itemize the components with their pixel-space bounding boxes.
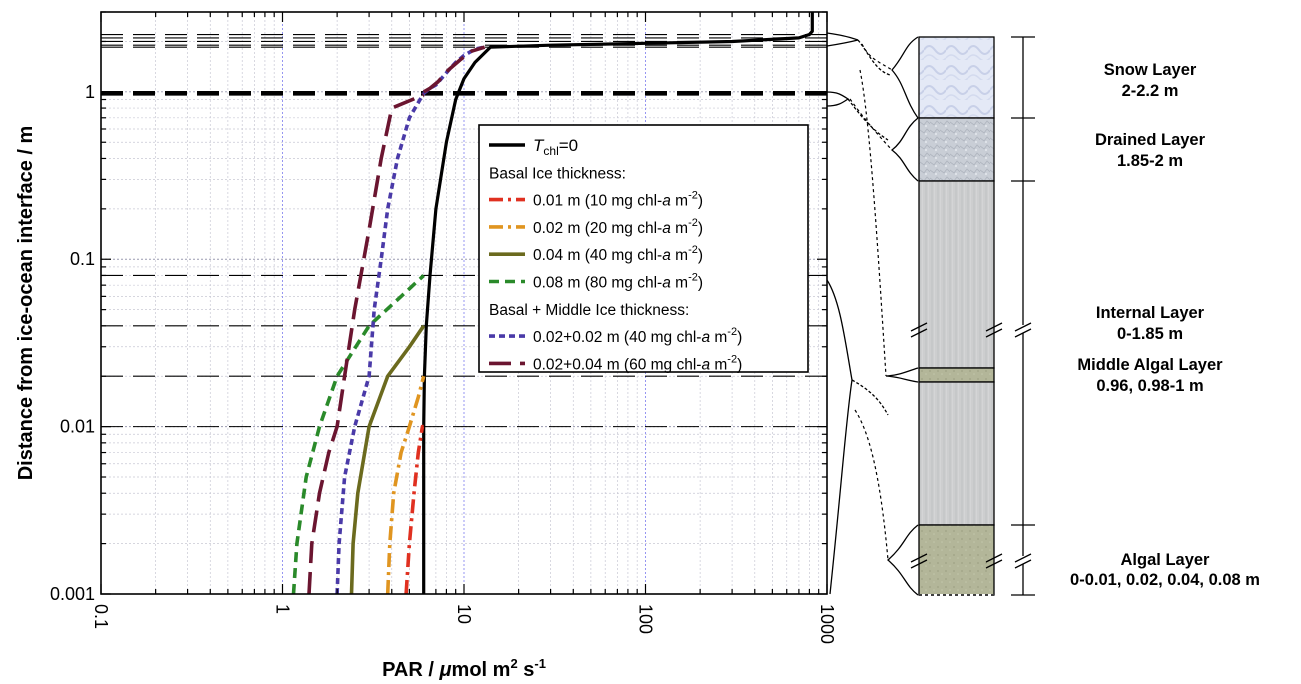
connector-dotted — [861, 43, 893, 71]
break-mark — [1014, 553, 1032, 563]
legend-box — [478, 124, 809, 373]
break-mark — [985, 328, 1003, 338]
internal-layer-range: 0-1.85 m — [1117, 325, 1183, 343]
series-line-1 — [404, 424, 425, 594]
layer-interface-lines — [101, 33, 827, 428]
ice-column-diagram — [910, 36, 1003, 596]
legend-label-2: 0.02 m (20 mg chl-a m-2) — [533, 217, 703, 237]
x-tick-label: 1000 — [817, 604, 837, 644]
y-tick-label: 0.001 — [50, 584, 95, 604]
connector-curve — [847, 98, 889, 141]
connector-dotted — [849, 98, 893, 151]
x-tick-label: 0.1 — [91, 604, 111, 629]
break-mark — [910, 553, 928, 563]
layer-brace — [890, 117, 919, 182]
x-tick-label: 1 — [273, 604, 293, 614]
drained-layer-range: 1.85-2 m — [1117, 152, 1183, 170]
connector-curve — [857, 39, 891, 76]
internal-layer-block-upper — [918, 180, 995, 369]
break-mark — [1014, 559, 1032, 569]
legend-label-1: 0.01 m (10 mg chl-a m-2) — [533, 190, 703, 210]
x-tick-label: 10 — [454, 604, 474, 624]
algal-layer-block — [918, 524, 995, 596]
scale-bar-gap — [1015, 556, 1031, 564]
ice-column-scale-bar — [1011, 36, 1035, 596]
connector-dotted — [854, 409, 889, 561]
legend: Tchl=0 Basal Ice thickness: 0.01 m (10 mg … — [478, 124, 809, 373]
drained-layer-name: Drained Layer — [1095, 131, 1206, 149]
connector-dotted — [859, 69, 887, 377]
series-line-4 — [291, 274, 425, 594]
connector-curve — [826, 279, 853, 595]
legend-label-5: 0.02+0.02 m (40 mg chl-a m-2) — [533, 326, 742, 346]
middle-layer-name: Middle Algal Layer — [1077, 356, 1223, 374]
x-axis-title: PAR / μmol m2 s-1 — [382, 656, 546, 681]
minor-gridlines — [101, 11, 827, 594]
series-line-0 — [422, 12, 814, 594]
connector-curve — [826, 39, 859, 47]
algal-layer-range: 0-0.01, 0.02, 0.04, 0.08 m — [1070, 571, 1260, 589]
series-line-3 — [349, 324, 426, 594]
break-mark — [985, 559, 1003, 569]
axis-ticks — [100, 11, 828, 595]
y-tick-label: 0.1 — [70, 249, 95, 269]
scale-bar-gap — [1015, 325, 1031, 333]
y-axis-title: Distance from ice-ocean interface / m — [15, 126, 37, 481]
layer-brace — [887, 524, 919, 596]
snow-layer-range: 2-2.2 m — [1122, 82, 1179, 100]
break-mark — [910, 328, 928, 338]
break-mark — [1014, 322, 1032, 332]
layer-brace — [885, 367, 919, 383]
legend-label-3: 0.04 m (40 mg chl-a m-2) — [533, 244, 703, 264]
legend-label-4: 0.08 m (80 mg chl-a m-2) — [533, 272, 703, 292]
legend-heading: Basal + Middle Ice thickness: — [489, 302, 689, 319]
break-mark — [910, 322, 928, 332]
tick-labels: 0.1 1 10 100 1000 0.001 0.01 0.1 1 — [50, 82, 837, 644]
connector-curve — [826, 91, 850, 107]
drained-layer-block — [918, 117, 995, 182]
y-tick-label: 1 — [85, 82, 95, 102]
series-line-2 — [385, 375, 426, 594]
series-line-5 — [335, 92, 426, 594]
legend-label-0: Tchl=0 — [533, 136, 578, 158]
break-mark — [910, 559, 928, 569]
internal-layer-block-lower — [918, 381, 995, 526]
series-line-6 — [307, 93, 425, 594]
snow-layer-block — [918, 36, 995, 119]
x-tick-label: 100 — [636, 604, 656, 634]
break-mark — [985, 553, 1003, 563]
middle-layer-range: 0.96, 0.98-1 m — [1096, 377, 1203, 395]
legend-heading: Basal Ice thickness: — [489, 165, 626, 182]
legend-label-6: 0.02+0.04 m (60 mg chl-a m-2) — [533, 353, 742, 373]
y-tick-label: 0.01 — [60, 417, 95, 437]
connector-curve — [851, 379, 889, 416]
algal-layer-name: Algal Layer — [1121, 551, 1211, 569]
layer-brace — [891, 36, 919, 119]
data-series — [291, 12, 814, 594]
layer-connector-lines — [826, 32, 919, 596]
break-mark — [985, 322, 1003, 332]
series-line-8 — [422, 45, 486, 94]
break-mark — [1014, 328, 1032, 338]
snow-layer-name: Snow Layer — [1104, 61, 1197, 79]
middle-algal-layer-block — [918, 367, 995, 383]
connector-curve — [826, 32, 859, 41]
internal-layer-name: Internal Layer — [1096, 304, 1205, 322]
